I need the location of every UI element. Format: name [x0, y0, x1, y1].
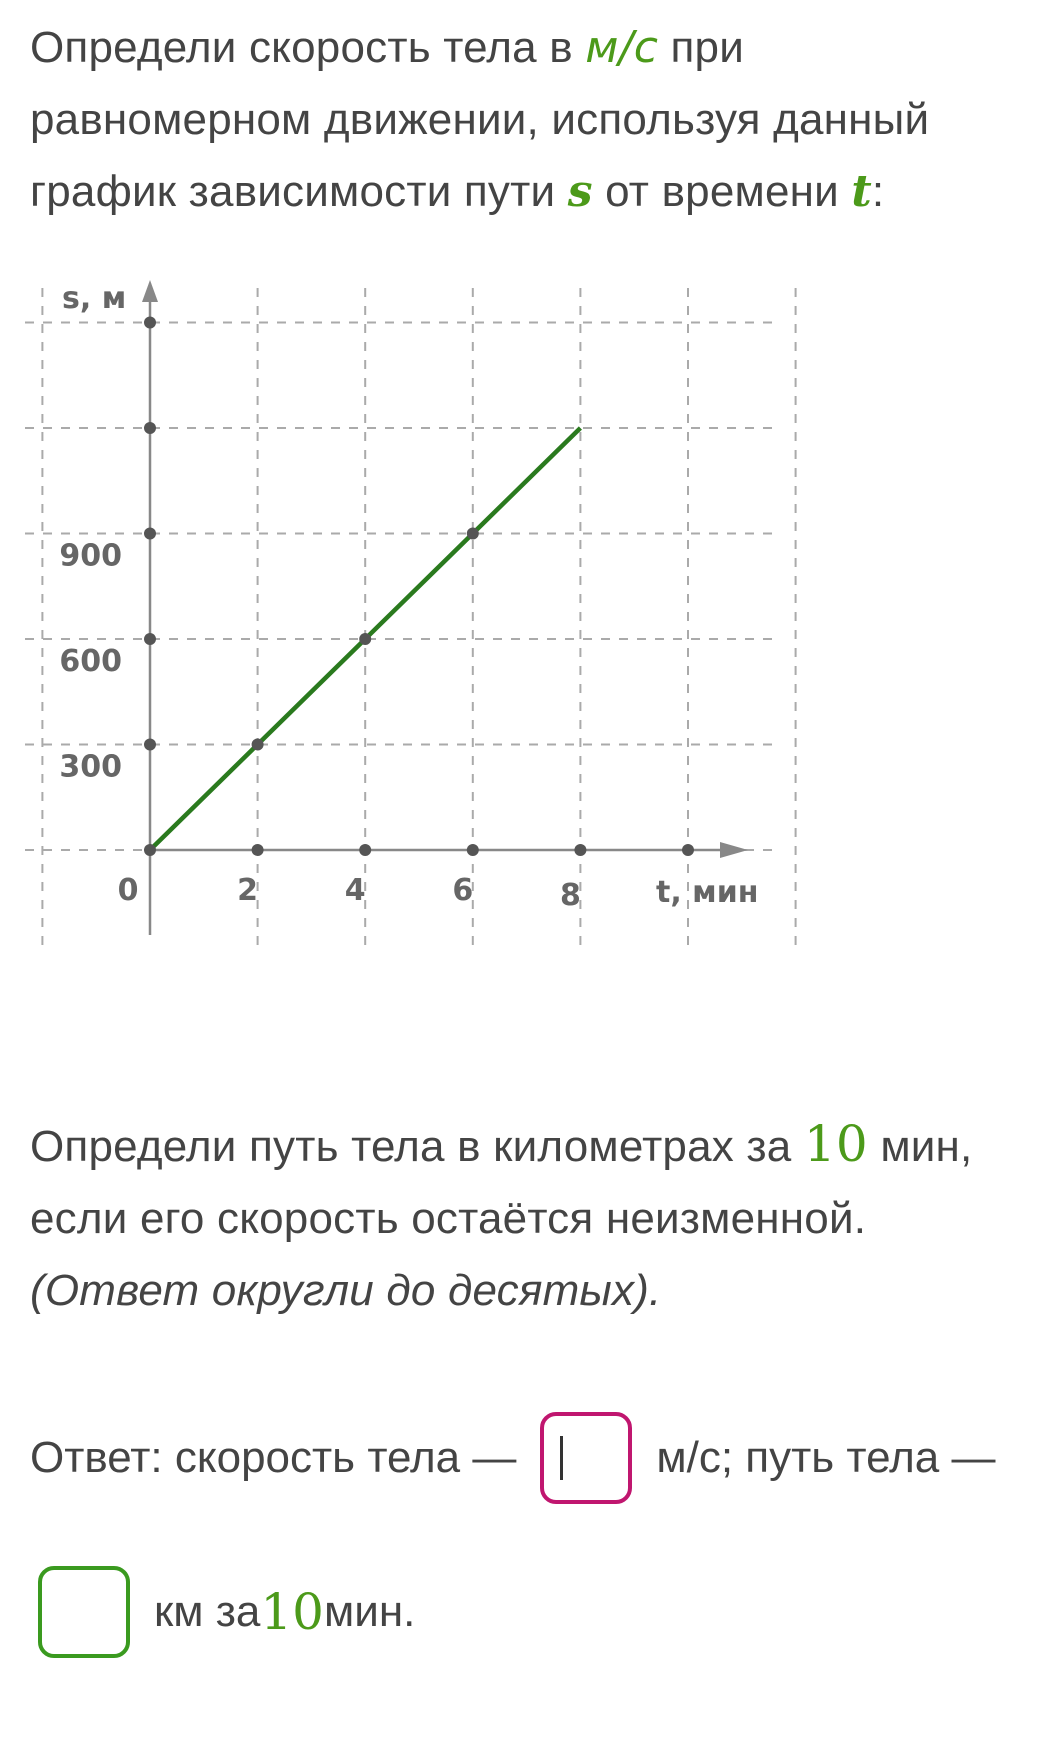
x-axis-dot: [359, 844, 372, 856]
x-tick-label: 4: [345, 873, 366, 908]
y-tick-label: 600: [59, 644, 122, 679]
y-axis-dot: [144, 316, 156, 329]
y-axis-dot: [144, 633, 156, 645]
question-distance: Определи путь тела в километрах за 10 ми…: [30, 1108, 1030, 1327]
question-speed: Определи скорость тела в м/с при равноме…: [30, 12, 1030, 228]
question-text: :: [871, 167, 885, 216]
speed-unit: м/с: [585, 22, 659, 73]
chart-series: [144, 426, 582, 856]
rounding-note: (Ответ округли до десятых).: [30, 1266, 662, 1315]
text-caret: [560, 1436, 564, 1480]
var-s: s: [567, 166, 593, 217]
answer-unit-label: мин.: [324, 1587, 416, 1636]
var-t: t: [851, 166, 872, 217]
x-axis-dot: [574, 844, 587, 856]
x-axis-arrow-icon: [720, 842, 748, 858]
answer-unit-label: м/с; путь тела —: [656, 1433, 996, 1482]
data-point: [359, 633, 372, 645]
y-tick-label: 900: [59, 539, 122, 574]
answer-unit-label: км за: [154, 1587, 261, 1636]
distance-time-graph: 0 2 4 6 8 300 600 900 s, м t, мин: [25, 280, 797, 945]
question-text: мин, если его скорость остаётся неизменн…: [30, 1122, 973, 1243]
x-tick-label: 2: [237, 873, 258, 908]
speed-answer-input[interactable]: [540, 1412, 633, 1504]
x-tick-label: 6: [452, 873, 473, 908]
y-axis-label: s, м: [62, 281, 126, 316]
y-axis-arrow-icon: [142, 280, 158, 302]
chart-axes: [142, 280, 748, 935]
answer-row-2: км за 10 мин.: [38, 1566, 415, 1658]
x-tick-label: 8: [560, 878, 581, 913]
y-axis-dot: [144, 422, 156, 434]
y-tick-label: 300: [59, 750, 122, 785]
y-axis-dot: [144, 527, 156, 540]
answer-label: Ответ: скорость тела —: [30, 1433, 517, 1482]
answer-row-1: Ответ: скорость тела — м/с; путь тела —: [30, 1412, 995, 1504]
question-text: от времени: [592, 167, 852, 216]
x-axis-label: t, мин: [656, 875, 758, 910]
time-value: 10: [803, 1115, 868, 1173]
x-tick-label: 0: [118, 873, 139, 908]
distance-answer-input[interactable]: [38, 1566, 130, 1658]
y-axis-dot: [144, 738, 156, 751]
x-axis-dot: [251, 844, 264, 856]
chart-grid: [25, 280, 797, 945]
time-value: 10: [260, 1583, 324, 1641]
x-axis-dot: [682, 844, 694, 856]
question-text: Определи путь тела в километрах за: [30, 1122, 804, 1171]
data-point: [466, 527, 479, 540]
data-point: [251, 738, 264, 751]
question-text: Определи скорость тела в: [30, 23, 586, 72]
chart-labels: 0 2 4 6 8 300 600 900 s, м t, мин: [59, 281, 758, 913]
data-point: [144, 844, 156, 856]
x-axis-dot: [466, 844, 479, 856]
question-text: при равномерном движении, используя данн…: [30, 23, 930, 216]
